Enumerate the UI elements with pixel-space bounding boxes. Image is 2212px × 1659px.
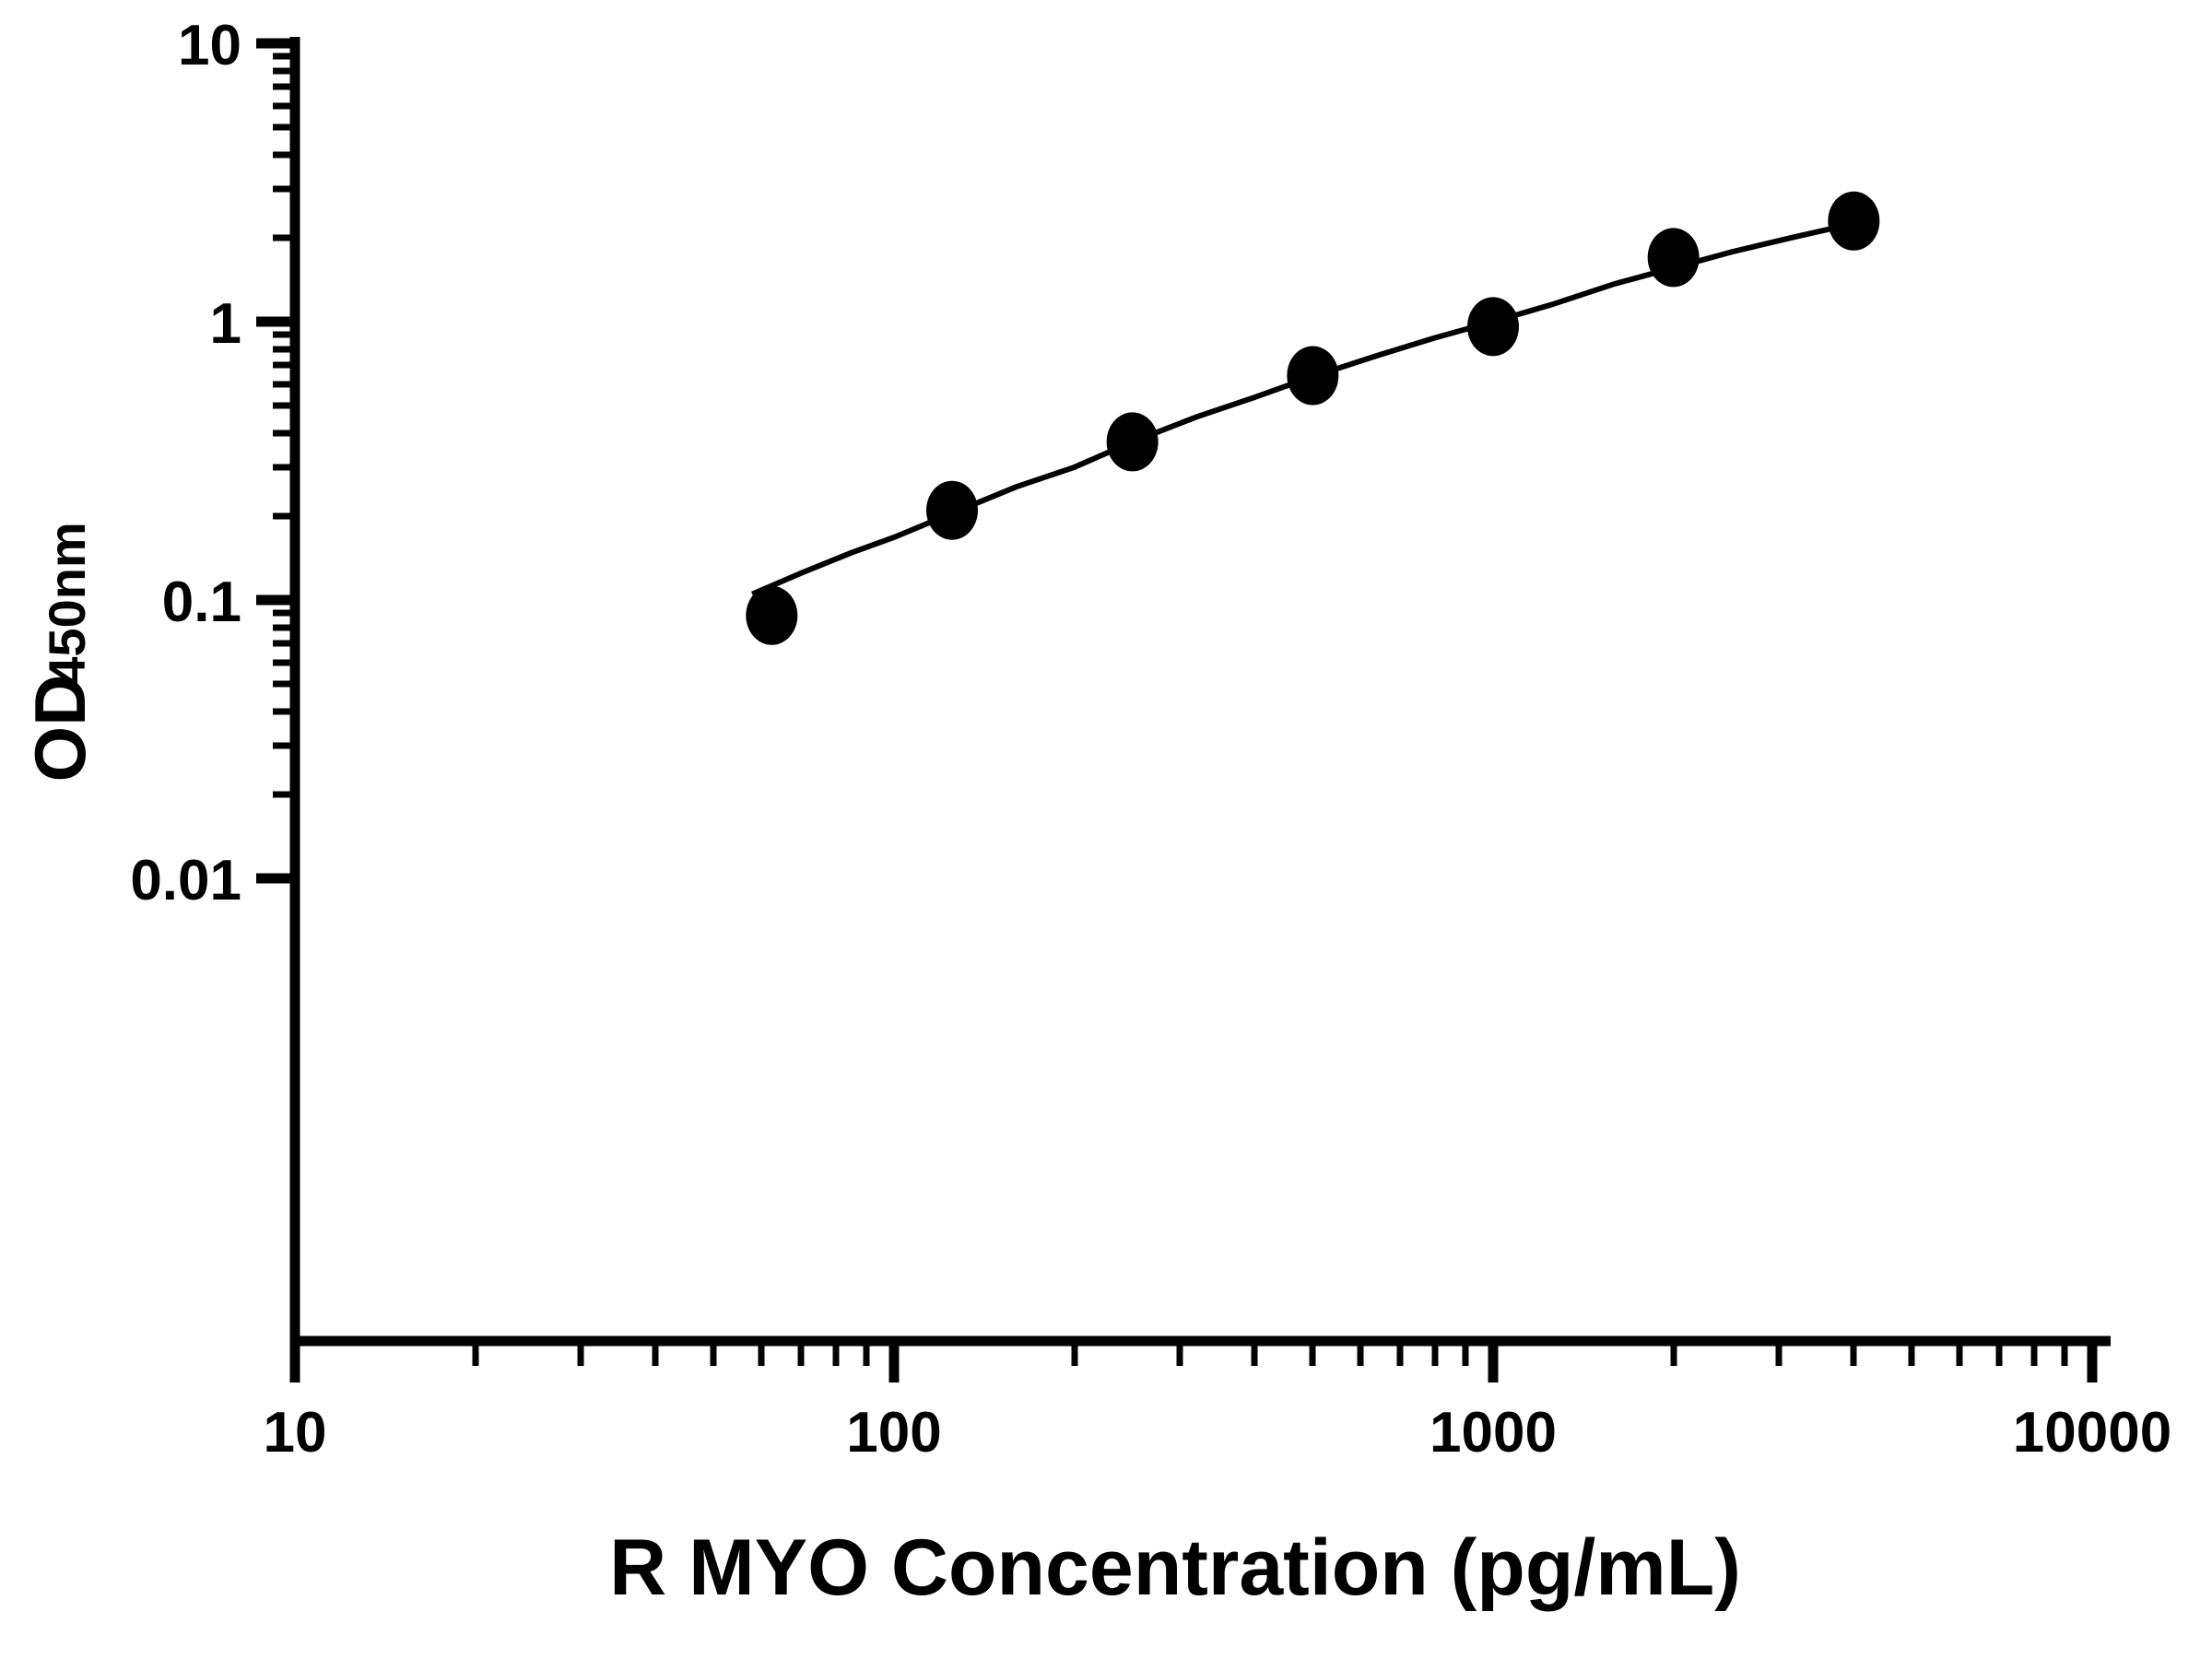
x-tick-label-100: 100 xyxy=(846,1401,941,1465)
data-point xyxy=(1828,191,1880,251)
x-tick-label-10: 10 xyxy=(264,1401,327,1465)
y-tick-label-1: 1 xyxy=(210,292,241,356)
x-axis: 10 100 1000 10000 R MYO Concentration (p… xyxy=(264,1335,2171,1612)
x-axis-title: R MYO Concentration (pg/mL) xyxy=(609,1524,1741,1612)
x-tick-label-10000: 10000 xyxy=(2013,1401,2171,1465)
data-point xyxy=(925,480,978,540)
y-axis: 10 1 0.1 0.01 OD 450nm xyxy=(19,14,300,1341)
y-axis-title-main: OD xyxy=(19,675,100,782)
y-axis-title-subscript: 450nm xyxy=(38,522,96,685)
y-tick-label-0.01: 0.01 xyxy=(130,849,241,912)
data-point xyxy=(1467,297,1519,357)
y-axis-title-sub: 450nm xyxy=(38,522,96,685)
data-markers xyxy=(746,191,1880,645)
y-tick-label-10: 10 xyxy=(178,14,241,77)
x-tick-label-1000: 1000 xyxy=(1430,1401,1557,1465)
data-point xyxy=(1647,228,1700,288)
data-series-group xyxy=(746,191,1880,645)
y-axis-title: OD xyxy=(19,675,100,782)
data-point xyxy=(746,585,798,645)
data-point xyxy=(1106,412,1159,472)
data-point xyxy=(1287,346,1339,406)
y-tick-label-0.1: 0.1 xyxy=(162,571,241,634)
